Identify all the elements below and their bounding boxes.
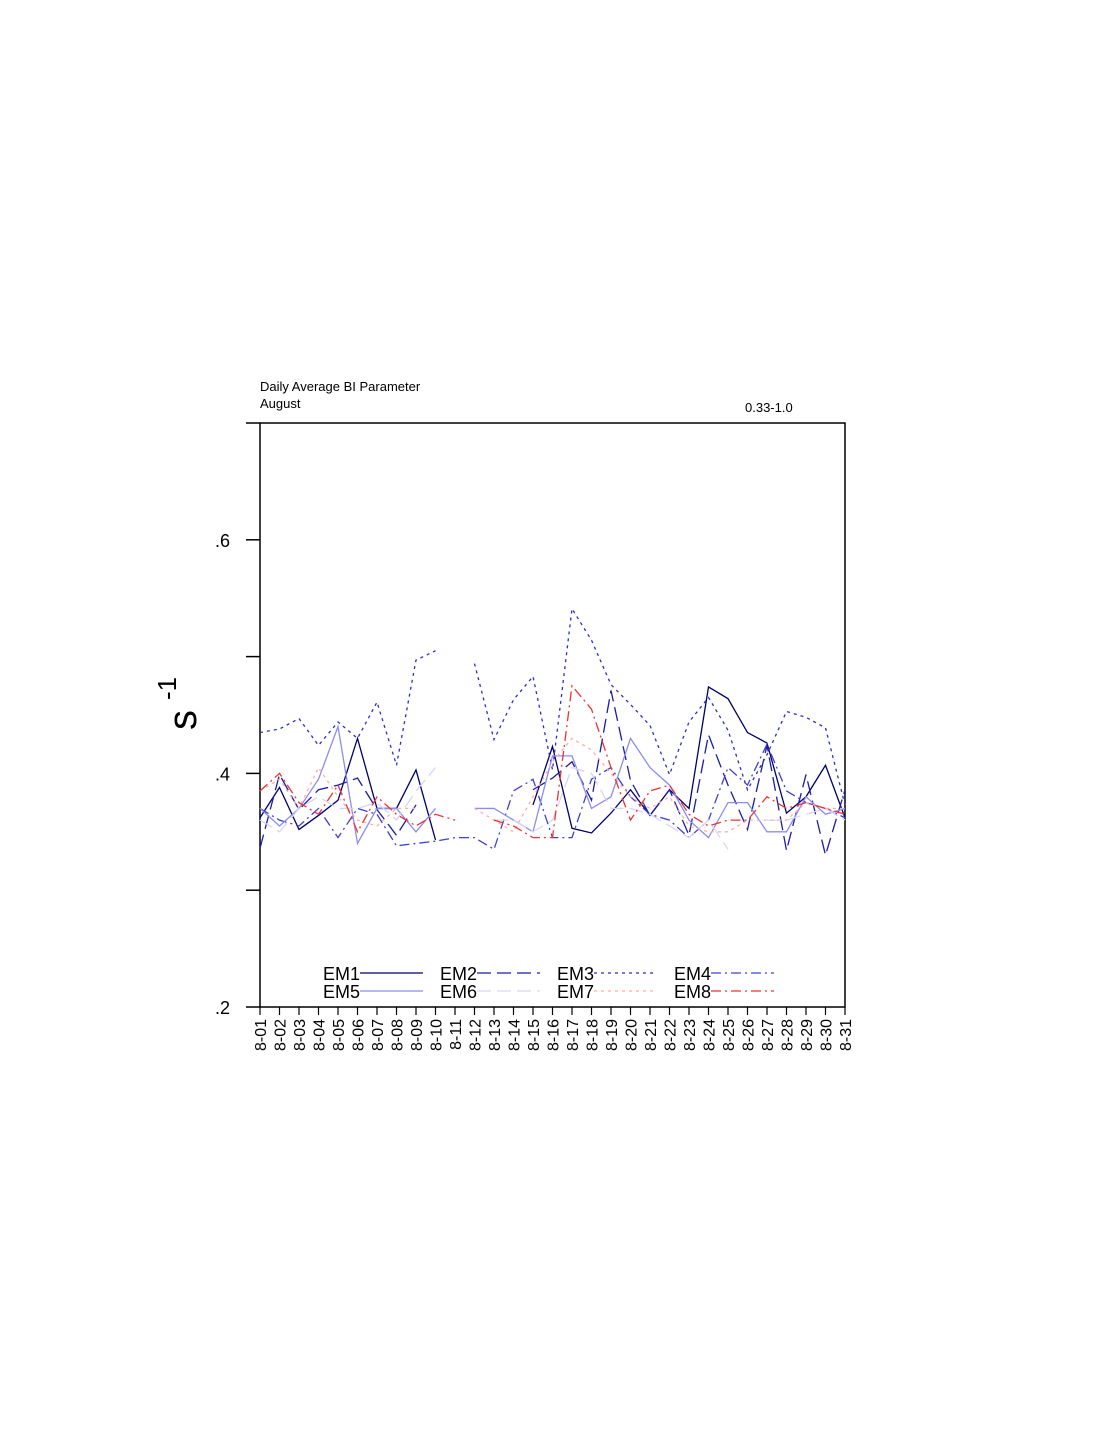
x-tick-label: 8-07 [370,1019,387,1051]
x-tick-label: 8-28 [780,1019,797,1051]
y-axis-label: s [161,710,205,730]
x-tick-label: 8-29 [799,1019,816,1051]
x-tick-label: 8-17 [565,1019,582,1051]
x-tick-label: 8-12 [468,1019,485,1051]
x-tick-label: 8-05 [331,1019,348,1051]
legend-label: EM7 [557,982,594,1002]
x-tick-label: 8-19 [604,1019,621,1051]
y-axis-label-group: s -1 [152,677,205,730]
y-tick-label: .2 [215,998,230,1018]
legend-label: EM4 [674,964,711,984]
x-tick-label: 8-25 [721,1019,738,1051]
series-line [259,606,846,806]
legend-label: EM5 [323,982,360,1002]
legend-label: EM1 [323,964,360,984]
x-tick-label: 8-21 [643,1019,660,1051]
y-tick-label: .4 [215,764,230,784]
x-tick-label: 8-06 [351,1019,368,1051]
x-tick-label: 8-10 [429,1019,446,1051]
y-axis-label-superscript: -1 [152,677,182,700]
x-tick-label: 8-16 [546,1019,563,1051]
x-tick-label: 8-23 [682,1019,699,1051]
x-tick-label: 8-02 [273,1019,290,1051]
legend-label: EM3 [557,964,594,984]
x-tick-label: 8-09 [409,1019,426,1051]
x-tick-label: 8-31 [838,1019,855,1051]
y-tick-label: .6 [215,531,230,551]
x-tick-label: 8-11 [448,1019,465,1050]
x-tick-label: 8-13 [487,1019,504,1051]
legend-label: EM6 [440,982,477,1002]
x-tick-label: 8-30 [819,1019,836,1051]
x-tick-label: 8-27 [760,1019,777,1051]
x-tick-label: 8-26 [741,1019,758,1051]
x-tick-label: 8-04 [312,1019,329,1051]
legend-label: EM8 [674,982,711,1002]
chart-title: Daily Average BI Parameter [260,379,421,394]
x-tick-label: 8-24 [702,1019,719,1051]
x-tick-label: 8-22 [663,1019,680,1051]
x-tick-label: 8-08 [390,1019,407,1051]
series-line [259,684,846,839]
legend-label: EM2 [440,964,477,984]
x-tick-label: 8-15 [526,1019,543,1051]
x-tick-label: 8-18 [585,1019,602,1051]
annotation: 0.33-1.0 [745,400,793,415]
x-tick-label: 8-14 [507,1019,524,1051]
series-line [259,690,846,858]
plot-frame [259,422,846,1008]
series-line [259,685,846,841]
x-tick-label: 8-20 [624,1019,641,1051]
series-line [259,737,845,833]
x-tick-label: 8-03 [292,1019,309,1051]
x-tick-label: 8-01 [253,1019,270,1051]
chart-subtitle: August [260,396,301,411]
